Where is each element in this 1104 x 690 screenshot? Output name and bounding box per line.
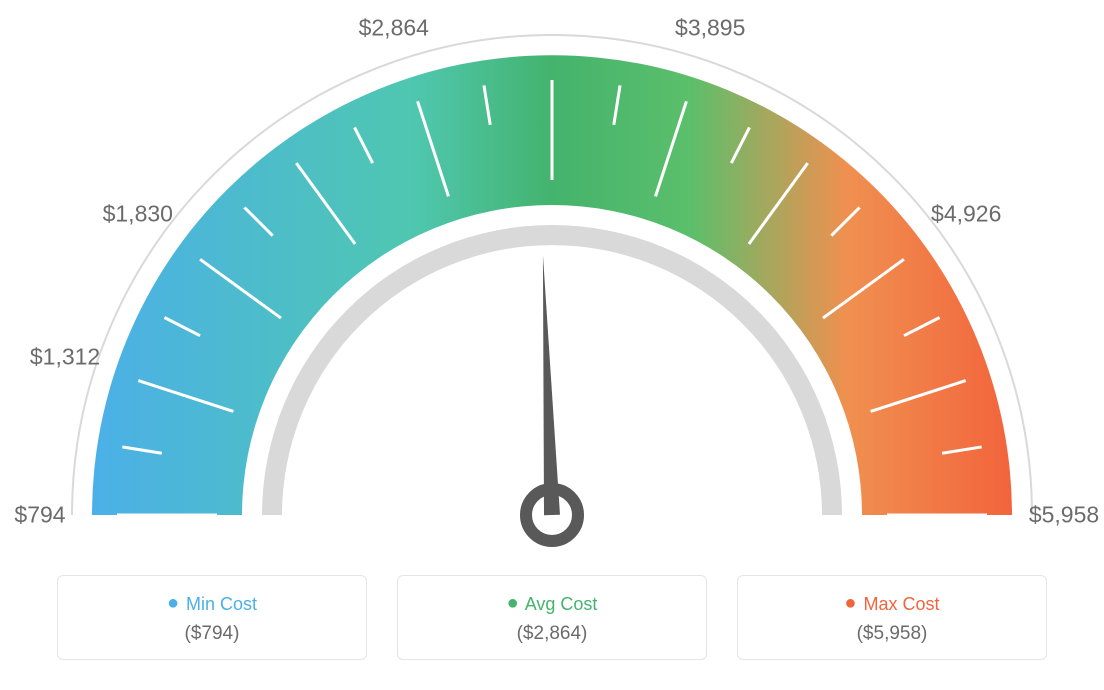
gauge-tick-label: $4,926 bbox=[931, 201, 1001, 228]
legend-label-min: Min Cost bbox=[186, 594, 257, 614]
legend-label-avg: Avg Cost bbox=[525, 594, 598, 614]
legend-title-avg: ● Avg Cost bbox=[398, 592, 706, 615]
legend-value-avg: ($2,864) bbox=[398, 623, 706, 645]
gauge-svg bbox=[0, 0, 1104, 560]
dot-icon: ● bbox=[507, 592, 519, 614]
dot-icon: ● bbox=[167, 592, 179, 614]
legend-card-avg: ● Avg Cost ($2,864) bbox=[397, 575, 707, 660]
legend-value-max: ($5,958) bbox=[738, 623, 1046, 645]
legend-title-max: ● Max Cost bbox=[738, 592, 1046, 615]
gauge-tick-label: $794 bbox=[14, 502, 65, 529]
legend-value-min: ($794) bbox=[58, 623, 366, 645]
dot-icon: ● bbox=[844, 592, 856, 614]
gauge-tick-label: $3,895 bbox=[675, 15, 745, 42]
gauge-tick-label: $1,312 bbox=[30, 343, 100, 370]
legend-card-max: ● Max Cost ($5,958) bbox=[737, 575, 1047, 660]
legend-label-max: Max Cost bbox=[864, 594, 940, 614]
gauge-tick-label: $2,864 bbox=[359, 15, 429, 42]
gauge-tick-label: $5,958 bbox=[1029, 502, 1099, 529]
gauge-area: $794 $1,312 $1,830 $2,864 $3,895 $4,926 $5,958 bbox=[0, 0, 1104, 560]
gauge-tick-label: $1,830 bbox=[103, 201, 173, 228]
legend-title-min: ● Min Cost bbox=[58, 592, 366, 615]
cost-gauge-chart: $794 $1,312 $1,830 $2,864 $3,895 $4,926 $5,958… bbox=[0, 0, 1104, 690]
legend-row: ● Min Cost ($794) ● Avg Cost ($2,864) ● … bbox=[0, 575, 1104, 660]
legend-card-min: ● Min Cost ($794) bbox=[57, 575, 367, 660]
